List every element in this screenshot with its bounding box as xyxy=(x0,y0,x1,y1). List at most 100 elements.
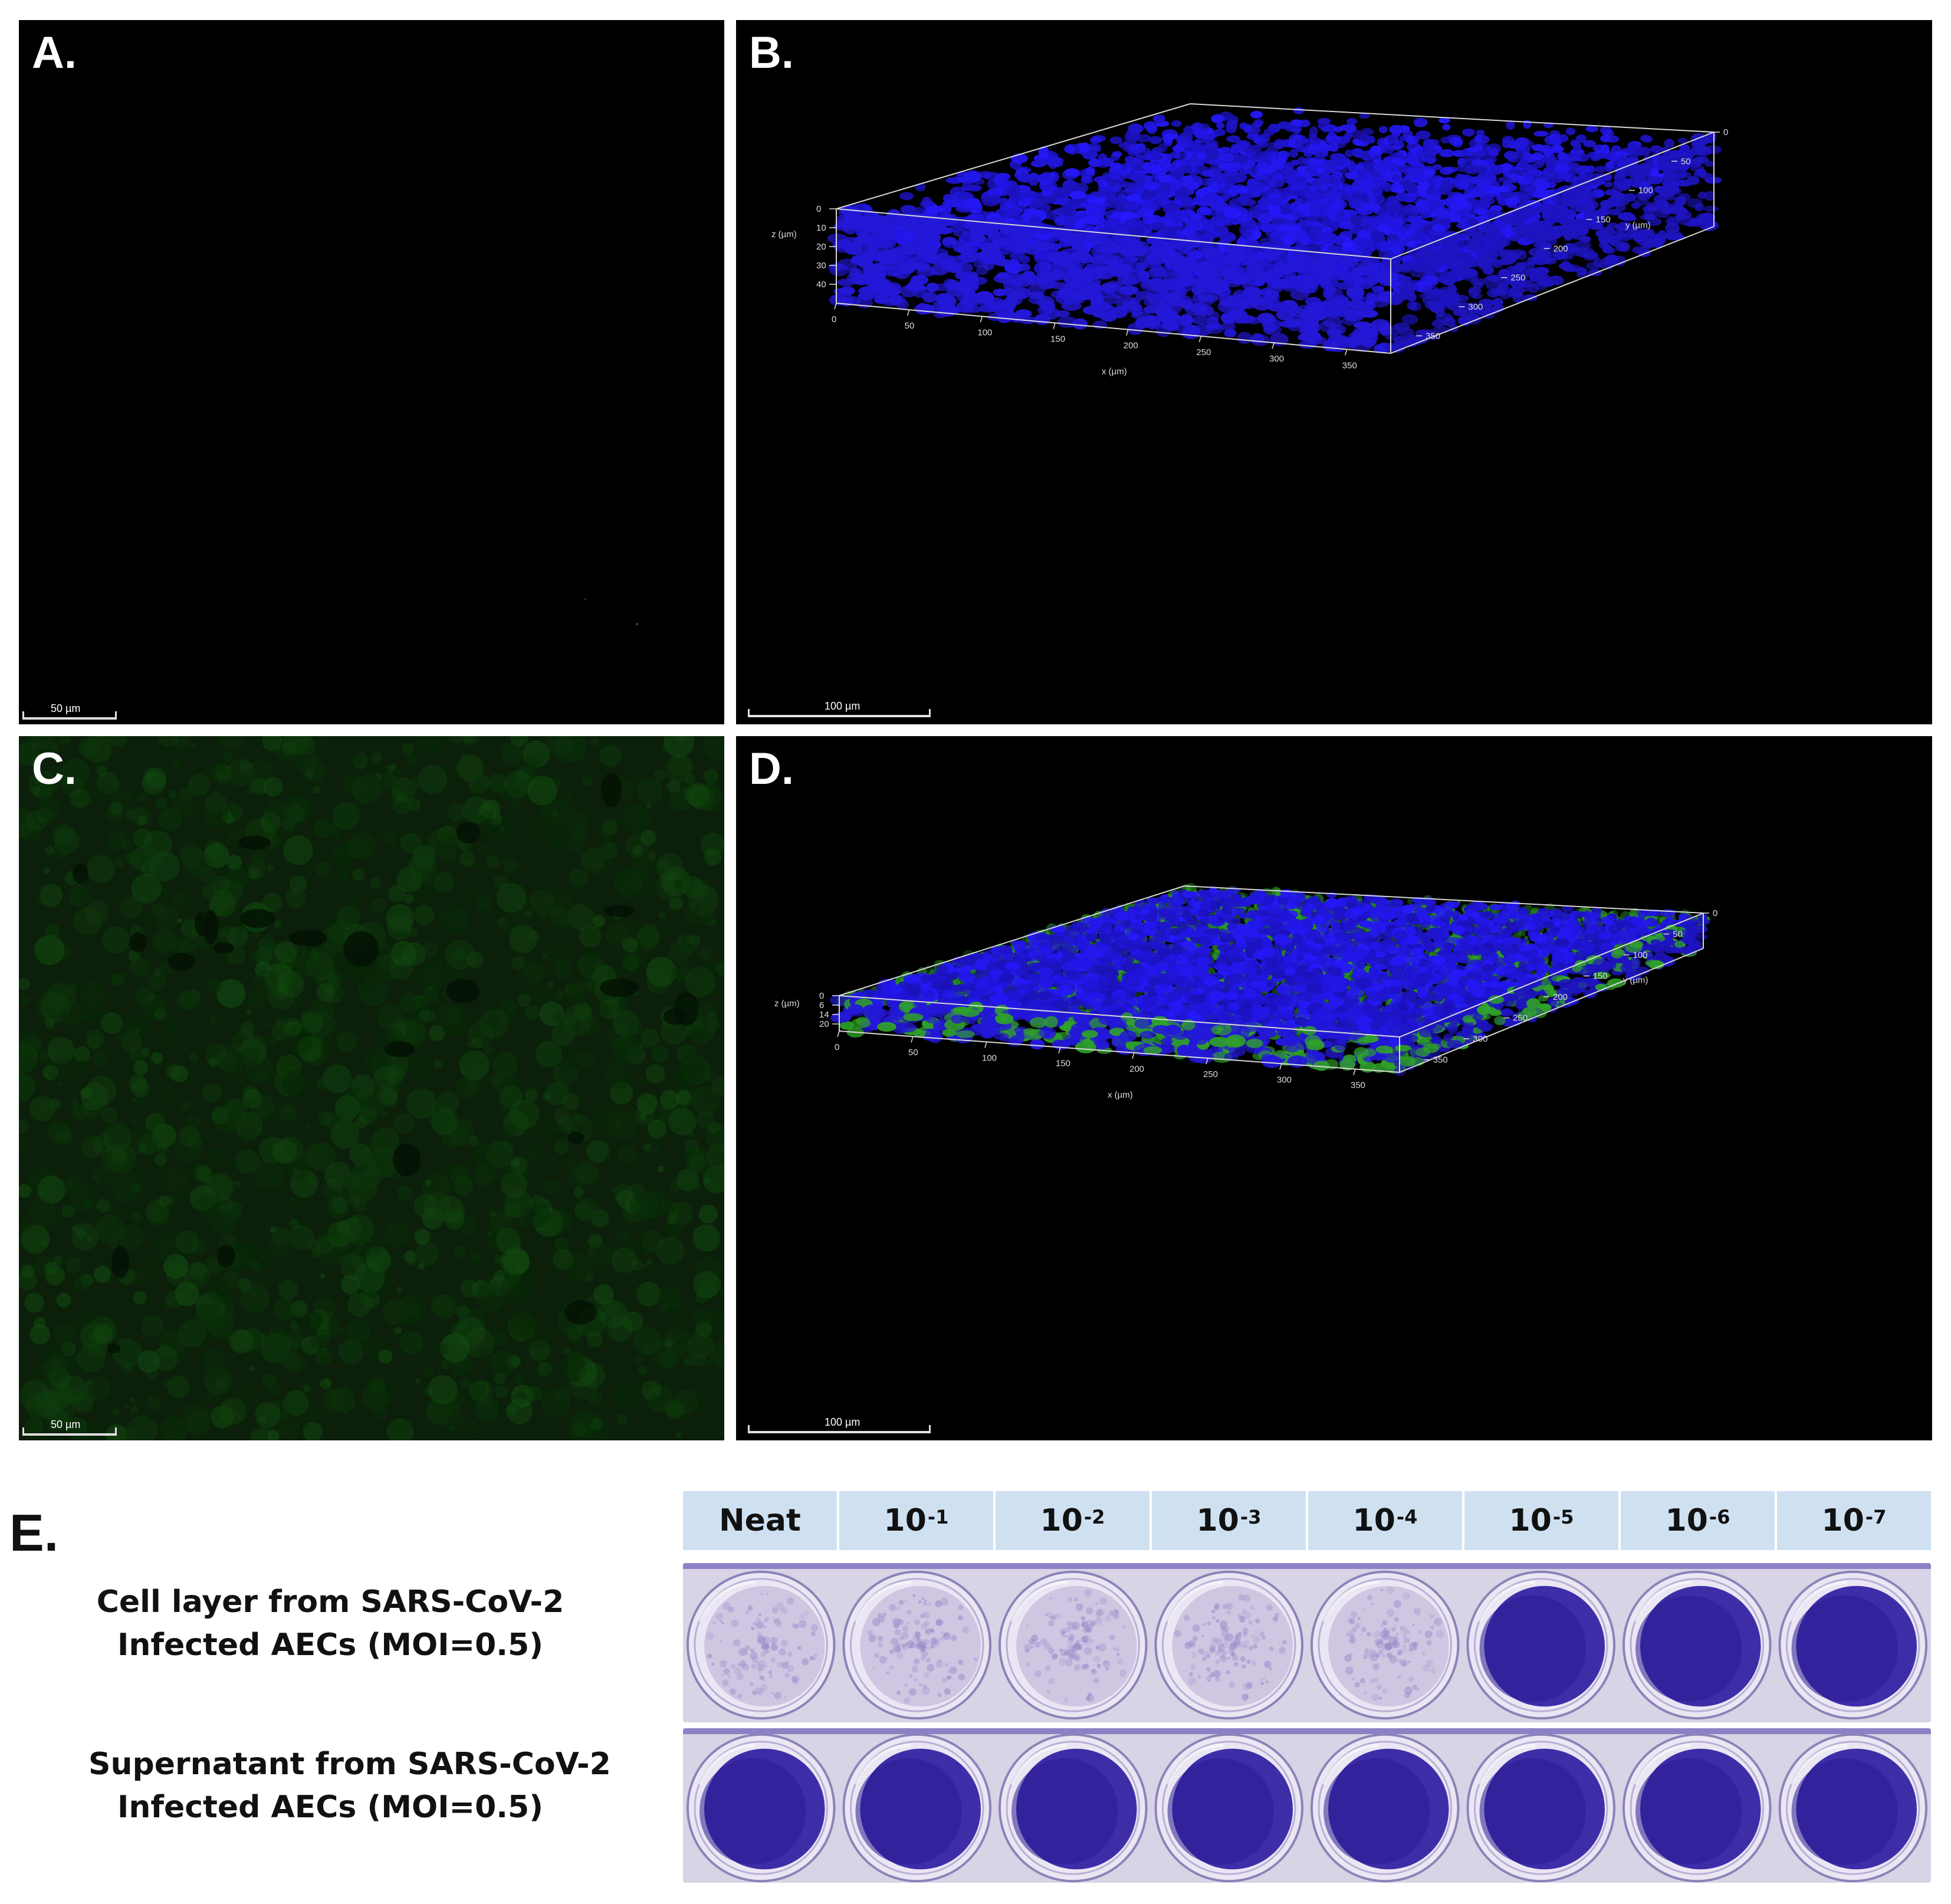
y-tick-label: 50 xyxy=(1673,930,1683,940)
z-tick-label: 30 xyxy=(816,261,826,271)
well-stained xyxy=(1154,1733,1303,1883)
dilution-base: 10 xyxy=(1821,1503,1864,1538)
x-tick-label: 250 xyxy=(1196,347,1211,357)
y-tick-label: 300 xyxy=(1468,302,1483,312)
plate-row-cell-layer xyxy=(683,1563,1931,1722)
well-stained xyxy=(1778,1733,1927,1883)
well-stained xyxy=(1310,1733,1460,1883)
z-tick-label: 14 xyxy=(819,1010,829,1020)
dilution-header-3: 10 -3 xyxy=(1152,1491,1306,1550)
dilution-exponent: -6 xyxy=(1709,1506,1730,1528)
dilution-header-7: 10 -7 xyxy=(1777,1491,1931,1550)
y-tick-label: 350 xyxy=(1433,1055,1448,1065)
well-cleared xyxy=(1310,1570,1460,1720)
dilution-base: 10 xyxy=(1509,1503,1552,1538)
panel-d-label: D. xyxy=(749,744,794,794)
dilution-base: 10 xyxy=(1352,1503,1395,1538)
panel-c-label: C. xyxy=(32,744,77,794)
dilution-exponent: -3 xyxy=(1240,1506,1262,1528)
plate-row-supernatant xyxy=(683,1728,1931,1883)
z-tick-label: 20 xyxy=(819,1019,829,1029)
panel-b-image: B. 0 50 100 150 200 250 300 350 x (µm) 0 50 100 150 2… xyxy=(736,20,1932,724)
dilution-exponent: -4 xyxy=(1396,1506,1418,1528)
dilution-base: 10 xyxy=(1196,1503,1239,1538)
scale-bar-b-text: 100 µm xyxy=(825,700,860,712)
x-tick-label: 50 xyxy=(905,321,915,331)
z-axis-label: z (µm) xyxy=(774,999,800,1009)
z-axis-label: z (µm) xyxy=(771,229,797,239)
bounding-box xyxy=(836,103,1714,354)
panel-d-image: D. 0 50 100 150 200 250 300 350 x (µm) 0 50 100 150 2… xyxy=(736,736,1932,1440)
panel-b-label: B. xyxy=(749,28,794,78)
x-axis-label: x (µm) xyxy=(1108,1090,1133,1100)
x-tick-label: 300 xyxy=(1269,354,1284,364)
x-axis-label: x (µm) xyxy=(1102,367,1127,377)
y-tick-label: 50 xyxy=(1681,156,1691,166)
bounding-box xyxy=(839,885,1704,1073)
x-tick-label: 150 xyxy=(1050,334,1065,344)
scale-bar-c-text: 50 µm xyxy=(51,1419,81,1430)
y-tick-label: 150 xyxy=(1593,971,1608,981)
panel-a-micrograph xyxy=(584,598,638,625)
row-label-cell-layer-line1: Cell layer from SARS-CoV-2 xyxy=(96,1584,564,1620)
y-axis-label: y (µm) xyxy=(1625,221,1651,231)
dilution-base: 10 xyxy=(883,1503,927,1538)
x-tick-label: 100 xyxy=(982,1053,997,1063)
well-stained xyxy=(687,1733,836,1883)
x-tick-label: 100 xyxy=(977,327,992,337)
z-tick-label: 20 xyxy=(816,242,826,252)
scale-bar-c: 50 µm xyxy=(22,1412,117,1436)
dilution-header-row: Neat 10 -1 10 -2 10 -3 10 -4 10 -5 10 -6 10 -7 xyxy=(683,1491,1931,1550)
z-tick-label: 0 xyxy=(819,991,824,1001)
y-tick-label: 250 xyxy=(1513,1013,1528,1023)
dilution-exponent: -5 xyxy=(1552,1506,1574,1528)
well-stained xyxy=(1466,1570,1615,1720)
dilution-header-6: 10 -6 xyxy=(1621,1491,1775,1550)
y-tick-label: 100 xyxy=(1638,186,1653,196)
dark-patches xyxy=(73,772,699,1354)
panel-c-image: C. 50 µm xyxy=(19,736,724,1440)
well-stained xyxy=(1466,1733,1615,1883)
x-tick-label: 200 xyxy=(1124,341,1138,351)
y-tick-label: 150 xyxy=(1596,215,1611,225)
y-axis-label: y (µm) xyxy=(1623,975,1648,985)
z-tick-label: 10 xyxy=(816,223,826,233)
dilution-header-4: 10 -4 xyxy=(1308,1491,1462,1550)
x-tick-label: 150 xyxy=(1056,1059,1070,1069)
dilution-base: Neat xyxy=(719,1503,801,1538)
dilution-header-5: 10 -5 xyxy=(1464,1491,1618,1550)
well-stained xyxy=(999,1733,1148,1883)
row-label-supernatant-line2: Infected AECs (MOI=0.5) xyxy=(117,1789,544,1825)
y-tick-label: 0 xyxy=(1723,127,1728,137)
y-tick-label: 250 xyxy=(1510,273,1525,283)
cell-layer-blue xyxy=(827,107,1722,354)
scale-bar-b: 100 µm xyxy=(748,694,931,717)
x-tick-label: 0 xyxy=(835,1042,839,1052)
z-tick-label: 6 xyxy=(819,1000,824,1010)
row-label-supernatant-line1: Supernatant from SARS-CoV-2 xyxy=(88,1747,611,1782)
dilution-base: 10 xyxy=(1665,1503,1708,1538)
well-cleared xyxy=(842,1570,991,1720)
well-stained xyxy=(1622,1570,1772,1720)
y-tick-label: 100 xyxy=(1633,950,1647,960)
dilution-exponent: -1 xyxy=(927,1506,949,1528)
scale-bar-a-text: 50 µm xyxy=(51,702,81,714)
x-tick-label: 0 xyxy=(832,314,836,324)
x-tick-label: 300 xyxy=(1277,1075,1292,1085)
y-tick-label: 300 xyxy=(1473,1034,1487,1044)
cell-layer-blue-green xyxy=(830,883,1710,1076)
dilution-header-2: 10 -2 xyxy=(996,1491,1149,1550)
dilution-base: 10 xyxy=(1040,1503,1083,1538)
panel-a-image: A. 50 µm xyxy=(19,20,724,724)
z-tick-label: 40 xyxy=(816,280,826,290)
dilution-header-0: Neat xyxy=(683,1491,837,1550)
well-cleared xyxy=(687,1570,836,1720)
well-stained xyxy=(842,1733,991,1883)
green-stain-texture xyxy=(19,736,724,1440)
x-tick-label: 200 xyxy=(1129,1064,1144,1074)
dilution-exponent: -7 xyxy=(1865,1506,1887,1528)
